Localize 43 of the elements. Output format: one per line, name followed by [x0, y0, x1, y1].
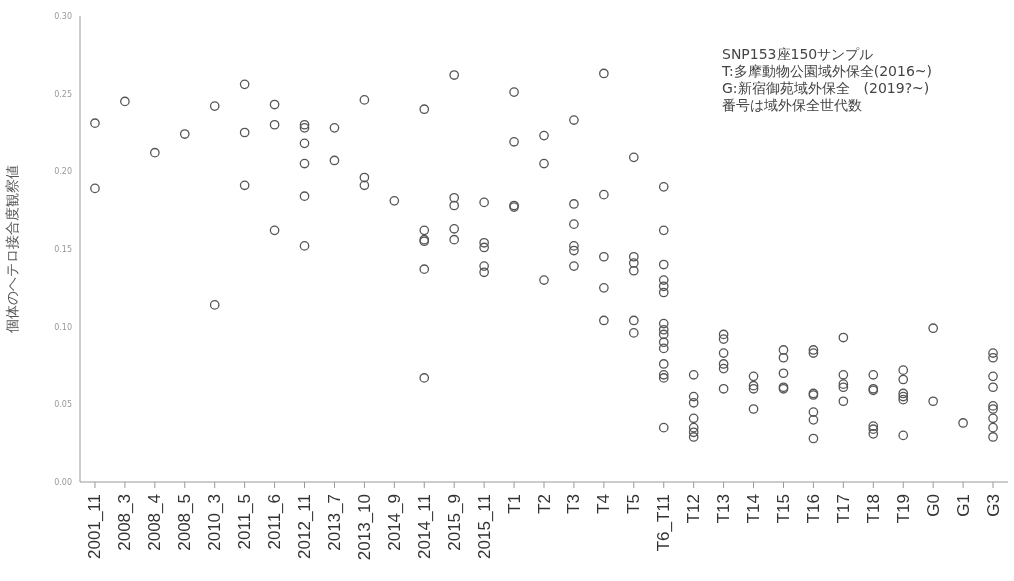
- y-tick-label: 0.10: [54, 322, 72, 332]
- x-tick-label: T17: [833, 494, 853, 524]
- x-tick-label: 2015_9: [444, 494, 464, 551]
- y-tick-label: 0.30: [54, 11, 72, 21]
- x-tick-label: 2012_11: [295, 494, 315, 559]
- x-tick-label: 2011_5: [235, 494, 255, 550]
- y-tick-label: 0.15: [54, 244, 72, 254]
- x-tick-label: 2008_3: [115, 494, 135, 551]
- x-tick-label: T5: [624, 494, 644, 514]
- x-tick-label: T12: [684, 494, 704, 524]
- x-tick-label: 2013_10: [354, 494, 374, 561]
- x-tick-label: G1: [953, 494, 973, 517]
- x-tick-label: 2014_11: [414, 494, 434, 559]
- annotation: 番号は域外保全世代数: [722, 97, 863, 114]
- x-tick-label: T2: [534, 494, 554, 514]
- x-tick-label: 2008_4: [145, 494, 165, 551]
- x-tick-label: T3: [564, 494, 584, 514]
- y-tick-label: 0.05: [54, 400, 72, 410]
- x-tick-label: T18: [863, 494, 883, 524]
- x-tick-label: T4: [594, 494, 614, 514]
- x-tick-label: 2010_3: [205, 494, 225, 551]
- x-tick-label: T19: [893, 494, 913, 524]
- annotation: G:新宿御苑域外保全 (2019?~): [722, 80, 931, 97]
- x-tick-label: 2011_6: [265, 494, 285, 550]
- x-tick-label: G0: [923, 494, 943, 517]
- x-tick-label: 2001_11: [85, 494, 105, 559]
- y-axis-title: 個体のヘテロ接合度観察値: [3, 165, 20, 333]
- x-tick-label: 2014_9: [384, 494, 404, 551]
- x-tick-label: 2015_11: [474, 494, 494, 559]
- x-tick-label: T14: [744, 494, 764, 524]
- x-tick-label: G3: [983, 494, 1003, 517]
- x-tick-label: 2008_5: [175, 494, 195, 551]
- annotation: SNP153座150サンプル: [722, 46, 875, 63]
- x-tick-label: T6_T11: [654, 494, 674, 552]
- y-tick-label: 0.00: [54, 477, 72, 487]
- annotation: T:多摩動物公園域外保全(2016~): [722, 63, 933, 80]
- x-tick-label: T16: [803, 494, 823, 524]
- x-tick-label: T1: [504, 494, 524, 514]
- y-tick-label: 0.25: [54, 89, 72, 99]
- x-tick-label: T13: [714, 494, 734, 524]
- y-tick-label: 0.20: [54, 167, 72, 177]
- x-tick-label: T15: [773, 494, 793, 524]
- x-tick-label: 2013_7: [324, 494, 344, 551]
